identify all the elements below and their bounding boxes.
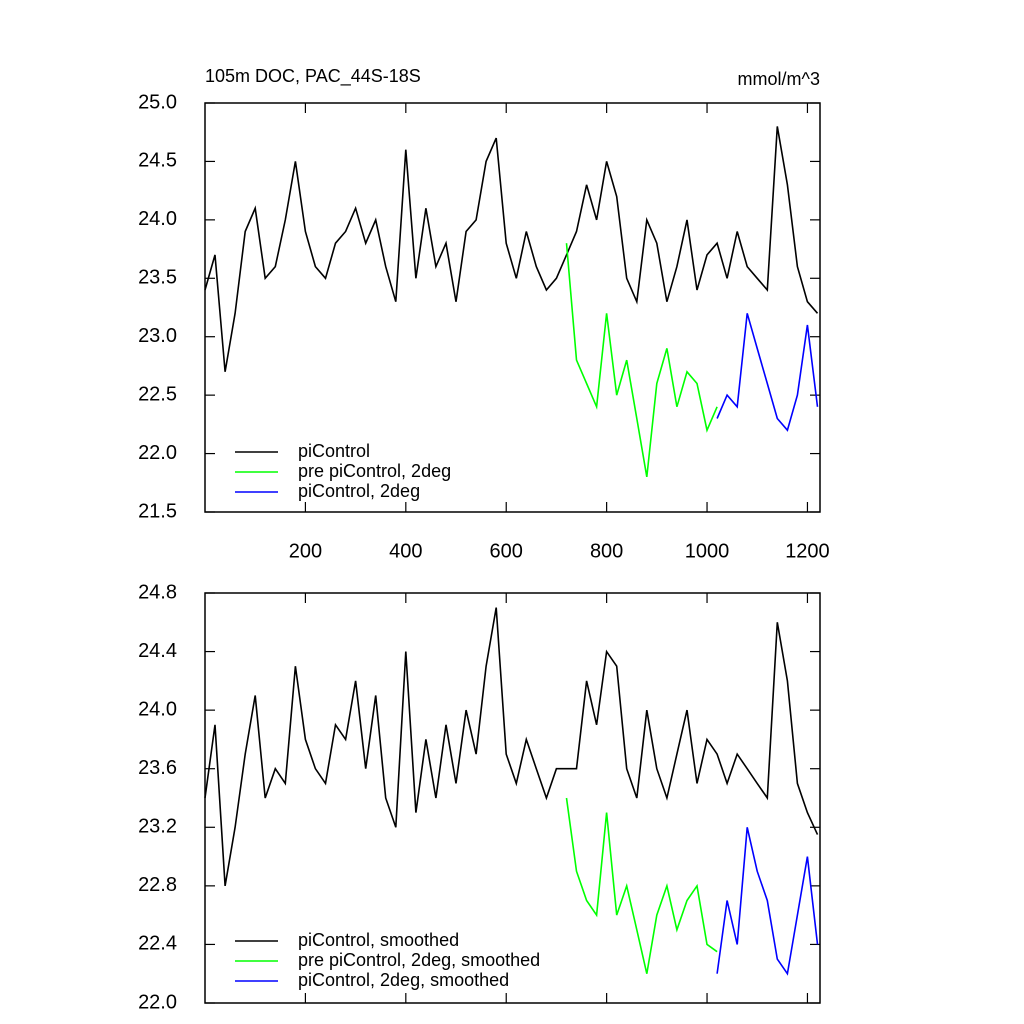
y-tick-label: 24.0 bbox=[138, 698, 177, 720]
y-tick-label: 22.0 bbox=[138, 991, 177, 1013]
y-tick-label: 24.5 bbox=[138, 150, 177, 172]
legend-label: piControl, 2deg, smoothed bbox=[298, 970, 509, 990]
y-tick-label: 23.0 bbox=[138, 325, 177, 347]
y-tick-label: 21.5 bbox=[138, 500, 177, 522]
x-tick-label: 1000 bbox=[685, 540, 730, 562]
legend-label: pre piControl, 2deg, smoothed bbox=[298, 950, 540, 970]
y-tick-label: 23.5 bbox=[138, 267, 177, 289]
y-tick-label: 24.8 bbox=[138, 581, 177, 603]
y-tick-label: 24.0 bbox=[138, 208, 177, 230]
y-tick-label: 22.4 bbox=[138, 933, 177, 955]
data-line bbox=[565, 797, 718, 974]
x-tick-label: 1200 bbox=[785, 540, 830, 562]
legend-label: piControl bbox=[298, 441, 370, 461]
legend-label: piControl, smoothed bbox=[298, 930, 459, 950]
y-tick-label: 23.2 bbox=[138, 816, 177, 838]
x-tick-label: 600 bbox=[490, 540, 523, 562]
y-tick-label: 23.6 bbox=[138, 757, 177, 779]
x-tick-label: 800 bbox=[590, 540, 623, 562]
legend-label: pre piControl, 2deg bbox=[298, 461, 451, 481]
legend-label: piControl, 2deg bbox=[298, 481, 420, 501]
y-tick-label: 22.0 bbox=[138, 442, 177, 464]
plot-frame bbox=[204, 102, 821, 513]
chart-title: 105m DOC, PAC_44S-18S bbox=[205, 66, 421, 87]
data-line bbox=[204, 126, 819, 372]
y-tick-label: 22.8 bbox=[138, 874, 177, 896]
data-line bbox=[716, 313, 819, 432]
y-tick-label: 22.5 bbox=[138, 383, 177, 405]
data-line bbox=[204, 607, 819, 887]
y-tick-label: 24.4 bbox=[138, 640, 177, 662]
data-line bbox=[565, 243, 718, 478]
data-line bbox=[716, 827, 819, 976]
x-tick-label: 200 bbox=[289, 540, 322, 562]
y-tick-label: 25.0 bbox=[138, 91, 177, 113]
x-tick-label: 400 bbox=[389, 540, 422, 562]
units-label: mmol/m^3 bbox=[738, 69, 820, 89]
